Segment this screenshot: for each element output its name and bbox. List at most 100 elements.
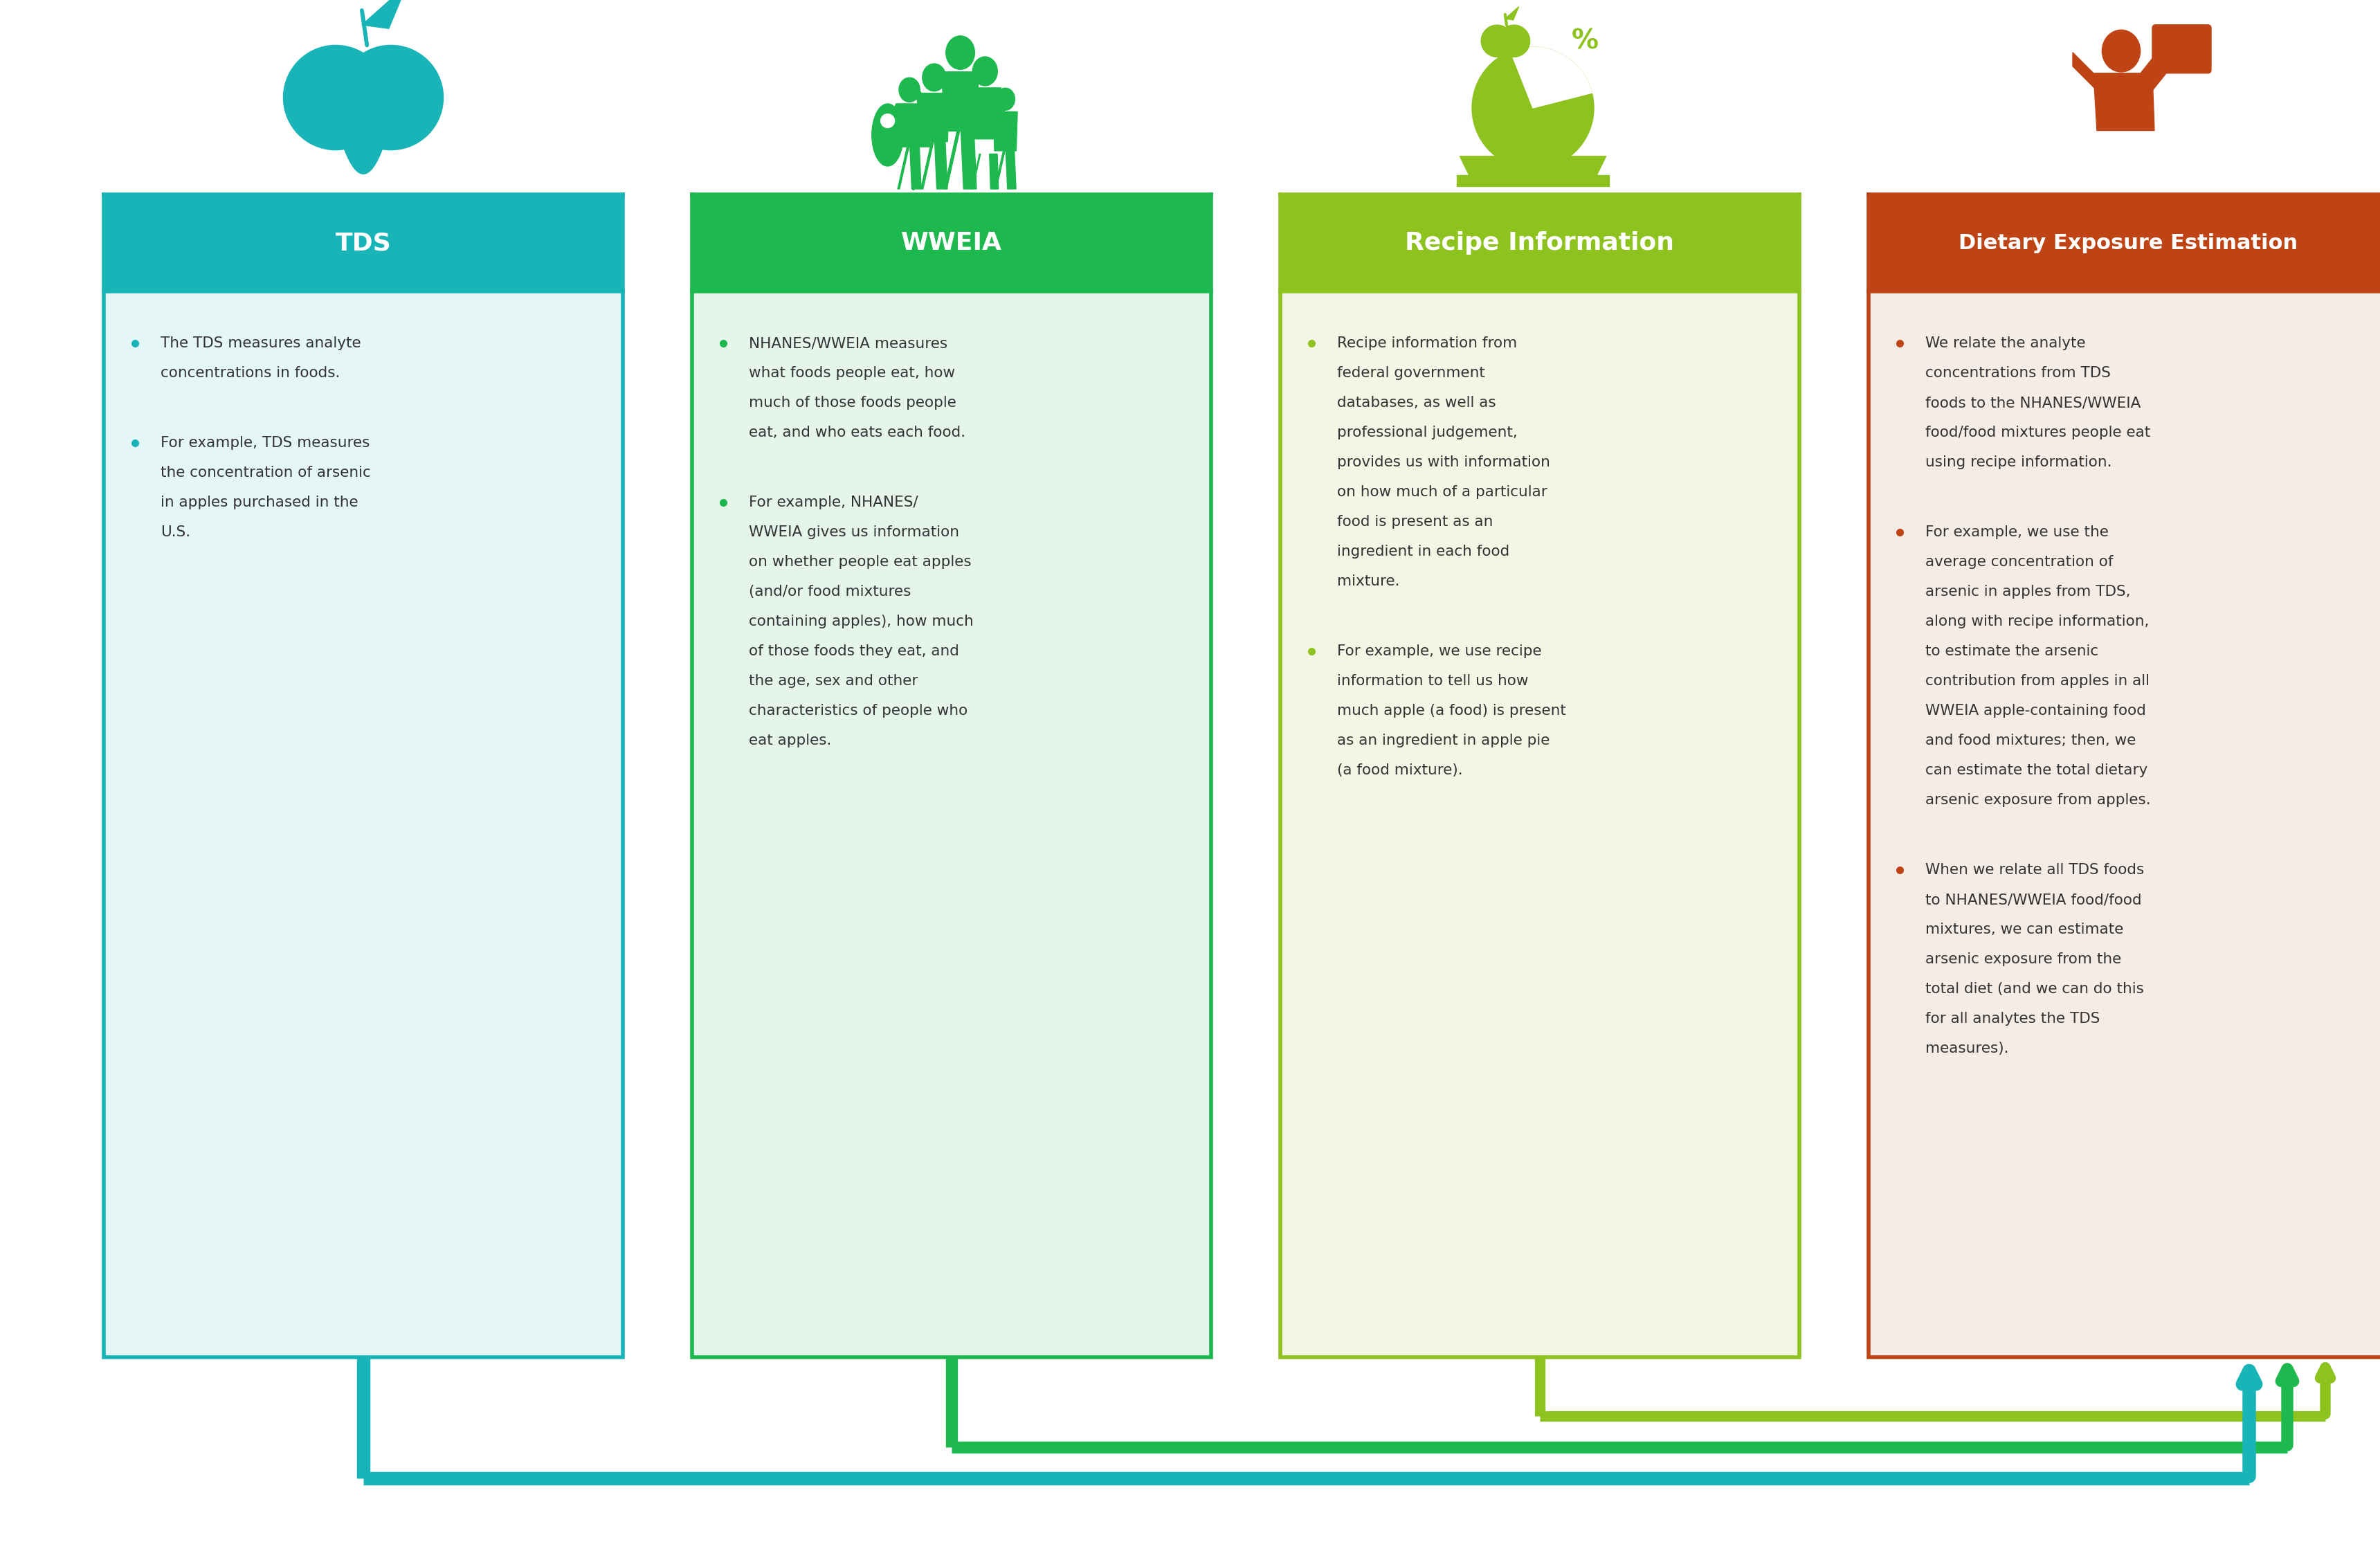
Polygon shape	[942, 71, 978, 132]
Polygon shape	[1495, 40, 1516, 64]
FancyBboxPatch shape	[693, 292, 1211, 1357]
Polygon shape	[1457, 175, 1609, 186]
Ellipse shape	[878, 113, 895, 129]
Text: on whether people eat apples: on whether people eat apples	[750, 555, 971, 569]
Text: information to tell us how: information to tell us how	[1338, 675, 1528, 689]
Polygon shape	[2073, 53, 2097, 90]
Text: U.S.: U.S.	[159, 526, 190, 540]
Text: concentrations in foods.: concentrations in foods.	[159, 366, 340, 380]
Text: food is present as an: food is present as an	[1338, 515, 1492, 529]
Polygon shape	[362, 0, 407, 28]
Polygon shape	[971, 154, 981, 189]
Text: total diet (and we can do this: total diet (and we can do this	[1925, 982, 2144, 996]
Polygon shape	[1480, 25, 1514, 57]
Text: arsenic exposure from the: arsenic exposure from the	[1925, 952, 2121, 966]
Text: food/food mixtures people eat: food/food mixtures people eat	[1925, 425, 2152, 439]
Text: the concentration of arsenic: the concentration of arsenic	[159, 465, 371, 479]
Polygon shape	[992, 112, 1016, 150]
Text: arsenic in apples from TDS,: arsenic in apples from TDS,	[1925, 585, 2130, 599]
Ellipse shape	[995, 88, 1014, 110]
Polygon shape	[1504, 6, 1518, 20]
Polygon shape	[2094, 73, 2154, 130]
Text: ingredient in each food: ingredient in each food	[1338, 544, 1509, 558]
Text: and food mixtures; then, we: and food mixtures; then, we	[1925, 734, 2135, 748]
Polygon shape	[909, 147, 921, 189]
FancyBboxPatch shape	[1280, 292, 1799, 1357]
Text: Recipe information from: Recipe information from	[1338, 337, 1516, 351]
Ellipse shape	[900, 78, 921, 102]
Ellipse shape	[973, 57, 997, 85]
Polygon shape	[338, 45, 443, 150]
Polygon shape	[1511, 47, 1592, 109]
Text: average concentration of: average concentration of	[1925, 555, 2113, 569]
Polygon shape	[945, 132, 959, 189]
FancyBboxPatch shape	[1868, 292, 2380, 1357]
Ellipse shape	[945, 36, 976, 70]
Text: eat apples.: eat apples.	[750, 734, 831, 748]
Text: NHANES/WWEIA measures: NHANES/WWEIA measures	[750, 337, 947, 351]
Text: of those foods they eat, and: of those foods they eat, and	[750, 644, 959, 658]
FancyBboxPatch shape	[105, 194, 624, 292]
FancyBboxPatch shape	[2152, 25, 2211, 73]
Text: WWEIA apple-containing food: WWEIA apple-containing food	[1925, 704, 2147, 718]
Polygon shape	[935, 141, 947, 189]
Text: databases, as well as: databases, as well as	[1338, 396, 1497, 409]
Text: what foods people eat, how: what foods people eat, how	[750, 366, 954, 380]
Text: Recipe Information: Recipe Information	[1404, 231, 1676, 254]
Text: foods to the NHANES/WWEIA: foods to the NHANES/WWEIA	[1925, 396, 2140, 409]
Polygon shape	[962, 132, 976, 189]
Text: WWEIA: WWEIA	[902, 231, 1002, 254]
Text: contribution from apples in all: contribution from apples in all	[1925, 675, 2149, 689]
Polygon shape	[1471, 47, 1595, 169]
Text: %: %	[1571, 28, 1599, 54]
Text: mixture.: mixture.	[1338, 574, 1399, 588]
Text: (a food mixture).: (a food mixture).	[1338, 763, 1464, 777]
Ellipse shape	[2102, 29, 2140, 71]
Text: on how much of a particular: on how much of a particular	[1338, 485, 1547, 499]
Text: For example, we use the: For example, we use the	[1925, 526, 2109, 540]
Polygon shape	[962, 88, 1009, 140]
Text: for all analytes the TDS: for all analytes the TDS	[1925, 1011, 2099, 1025]
Text: much of those foods people: much of those foods people	[750, 396, 957, 409]
Polygon shape	[1459, 157, 1607, 175]
Text: to estimate the arsenic: to estimate the arsenic	[1925, 644, 2099, 658]
Text: provides us with information: provides us with information	[1338, 456, 1549, 470]
Text: arsenic exposure from apples.: arsenic exposure from apples.	[1925, 793, 2152, 807]
Polygon shape	[888, 126, 933, 147]
Text: much apple (a food) is present: much apple (a food) is present	[1338, 704, 1566, 718]
Ellipse shape	[923, 64, 945, 92]
Polygon shape	[1497, 25, 1530, 57]
Polygon shape	[283, 45, 388, 150]
FancyBboxPatch shape	[1280, 194, 1799, 292]
Text: The TDS measures analyte: The TDS measures analyte	[159, 337, 362, 351]
Text: federal government: federal government	[1338, 366, 1485, 380]
Polygon shape	[921, 141, 933, 189]
Text: eat, and who eats each food.: eat, and who eats each food.	[750, 425, 966, 439]
Polygon shape	[897, 147, 909, 189]
Text: measures).: measures).	[1925, 1042, 2009, 1055]
Text: When we relate all TDS foods: When we relate all TDS foods	[1925, 862, 2144, 876]
Polygon shape	[1007, 150, 1016, 189]
Text: along with recipe information,: along with recipe information,	[1925, 614, 2149, 628]
Text: containing apples), how much: containing apples), how much	[750, 614, 973, 628]
Text: For example, TDS measures: For example, TDS measures	[159, 436, 369, 450]
Polygon shape	[2135, 45, 2180, 90]
FancyBboxPatch shape	[105, 292, 624, 1357]
Text: to NHANES/WWEIA food/food: to NHANES/WWEIA food/food	[1925, 893, 2142, 907]
Text: WWEIA gives us information: WWEIA gives us information	[750, 526, 959, 540]
Text: professional judgement,: professional judgement,	[1338, 425, 1518, 439]
Ellipse shape	[871, 104, 904, 166]
FancyBboxPatch shape	[693, 194, 1211, 292]
Text: characteristics of people who: characteristics of people who	[750, 704, 969, 718]
Polygon shape	[995, 150, 1004, 189]
Text: For example, NHANES/: For example, NHANES/	[750, 496, 919, 509]
Text: (and/or food mixtures: (and/or food mixtures	[750, 585, 912, 599]
Text: can estimate the total dietary: can estimate the total dietary	[1925, 763, 2147, 777]
Polygon shape	[990, 154, 1000, 189]
Text: mixtures, we can estimate: mixtures, we can estimate	[1925, 923, 2123, 937]
Polygon shape	[916, 84, 926, 113]
Text: in apples purchased in the: in apples purchased in the	[159, 496, 359, 509]
Polygon shape	[326, 98, 400, 174]
Text: Dietary Exposure Estimation: Dietary Exposure Estimation	[1959, 233, 2297, 253]
Text: as an ingredient in apple pie: as an ingredient in apple pie	[1338, 734, 1549, 748]
